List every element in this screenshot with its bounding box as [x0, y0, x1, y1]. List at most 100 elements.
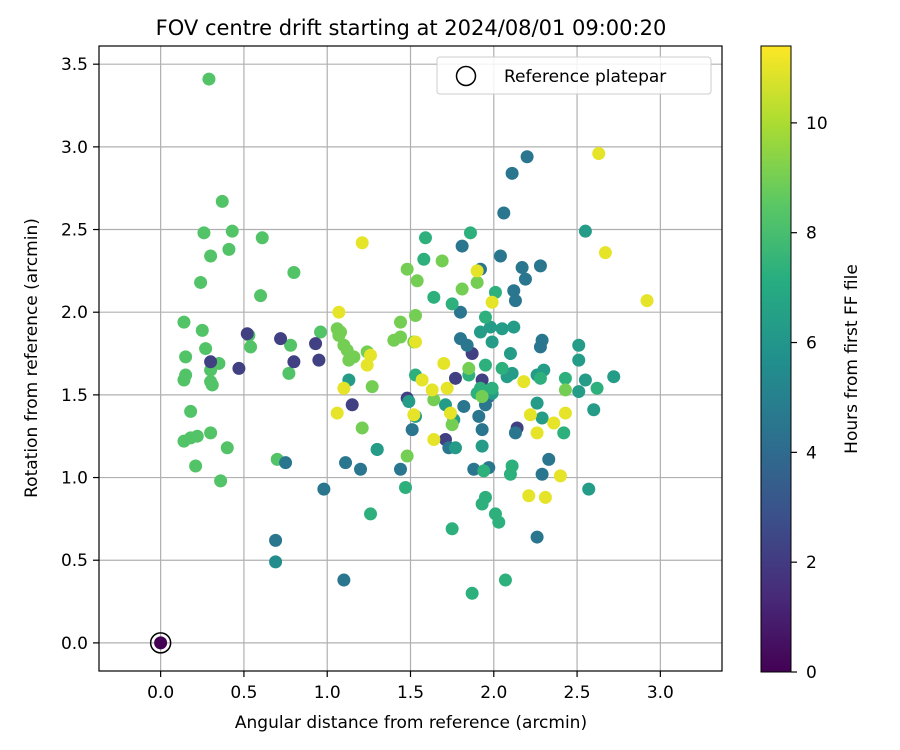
data-point — [190, 429, 204, 443]
data-point — [488, 285, 502, 299]
data-point — [533, 371, 547, 385]
y-tick-label: 1.5 — [61, 386, 88, 406]
data-point — [558, 383, 572, 397]
data-point — [478, 490, 492, 504]
data-point — [394, 330, 408, 344]
data-point — [538, 490, 552, 504]
y-tick-label: 0.5 — [61, 551, 88, 571]
data-point — [339, 456, 353, 470]
data-point — [542, 452, 556, 466]
y-tick-label: 2.0 — [61, 303, 88, 323]
data-point — [410, 274, 424, 288]
data-point — [255, 231, 269, 245]
data-point — [199, 342, 213, 356]
data-point — [240, 327, 254, 341]
legend: Reference platepar — [436, 56, 712, 95]
data-point — [400, 262, 414, 276]
data-point — [287, 355, 301, 369]
data-point — [448, 371, 462, 385]
data-point — [530, 530, 544, 544]
colorbar-tick-label: 4 — [806, 443, 817, 463]
data-point — [364, 348, 378, 362]
colorbar-ticks: 0 2 4 6 8 10 — [791, 114, 828, 683]
data-point — [330, 406, 344, 420]
data-point — [365, 380, 379, 394]
x-tick-label: 0.0 — [147, 683, 174, 703]
colorbar-tick-label: 6 — [806, 334, 817, 354]
data-point — [312, 353, 326, 367]
data-point — [177, 373, 191, 387]
data-point — [478, 358, 492, 372]
data-point — [342, 353, 356, 367]
data-point — [572, 385, 586, 399]
data-point — [522, 489, 536, 503]
colorbar-tick-label: 10 — [806, 114, 828, 134]
data-point — [520, 150, 534, 164]
data-point — [415, 373, 429, 387]
data-point — [640, 294, 654, 308]
x-tick-label: 0.5 — [230, 683, 257, 703]
data-point — [515, 261, 529, 275]
data-point — [465, 586, 479, 600]
data-point — [535, 411, 549, 425]
data-point — [460, 338, 474, 352]
data-point — [355, 236, 369, 250]
data-point — [590, 381, 604, 395]
data-point — [364, 507, 378, 521]
data-point — [495, 361, 509, 375]
colorbar-tick-label: 8 — [806, 224, 817, 244]
data-point — [204, 355, 218, 369]
data-point — [437, 356, 451, 370]
data-point — [558, 371, 572, 385]
data-point — [607, 370, 621, 384]
data-point — [507, 284, 521, 298]
colorbar: 0 2 4 6 8 10 Hours from first FF file — [760, 45, 862, 683]
data-point — [370, 442, 384, 456]
data-point — [475, 439, 489, 453]
data-point — [394, 462, 408, 476]
y-axis-ticks: 0.0 0.5 1.0 1.5 2.0 2.5 3.0 3.5 — [61, 55, 99, 654]
legend-reference-marker — [455, 65, 477, 87]
data-point — [578, 224, 592, 238]
data-point — [582, 482, 596, 496]
data-point — [463, 226, 477, 240]
data-point — [408, 335, 422, 349]
data-point — [498, 573, 512, 587]
data-point — [337, 381, 351, 395]
data-point — [485, 335, 499, 349]
data-point — [427, 433, 441, 447]
colorbar-gradient — [760, 45, 792, 673]
y-tick-label: 3.0 — [61, 138, 88, 158]
legend-entry-reference-platepar: Reference platepar — [504, 67, 666, 87]
data-point — [225, 224, 239, 238]
data-point — [517, 375, 531, 389]
data-point — [507, 320, 521, 334]
data-point — [222, 242, 236, 256]
data-point — [400, 449, 414, 463]
data-point — [269, 555, 283, 569]
data-point — [202, 72, 216, 86]
data-point — [470, 275, 484, 289]
data-point — [427, 290, 441, 304]
data-point — [478, 310, 492, 324]
data-point — [477, 464, 491, 478]
data-point — [598, 246, 612, 260]
data-point — [485, 381, 499, 395]
data-point — [282, 366, 296, 380]
data-point — [530, 396, 544, 410]
data-point — [405, 423, 419, 437]
data-point — [232, 361, 246, 375]
data-point — [445, 418, 459, 432]
data-point — [497, 206, 511, 220]
data-point — [473, 325, 487, 339]
data-point — [197, 226, 211, 240]
data-point — [220, 441, 234, 455]
data-point — [194, 275, 208, 289]
data-point — [445, 522, 459, 536]
data-point — [503, 467, 517, 481]
data-point — [572, 338, 586, 352]
data-point — [204, 249, 218, 263]
x-tick-label: 3.0 — [647, 683, 674, 703]
data-point — [483, 320, 497, 334]
